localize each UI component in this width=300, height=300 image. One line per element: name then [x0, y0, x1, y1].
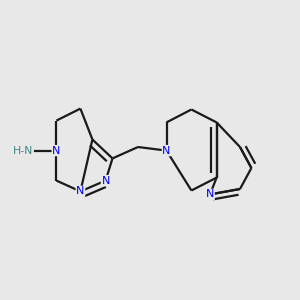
Text: N: N — [162, 146, 171, 156]
Text: N: N — [101, 176, 110, 186]
Text: N: N — [76, 186, 85, 197]
Text: H-N: H-N — [13, 146, 33, 156]
Text: N: N — [206, 189, 214, 200]
Text: N: N — [52, 146, 61, 156]
